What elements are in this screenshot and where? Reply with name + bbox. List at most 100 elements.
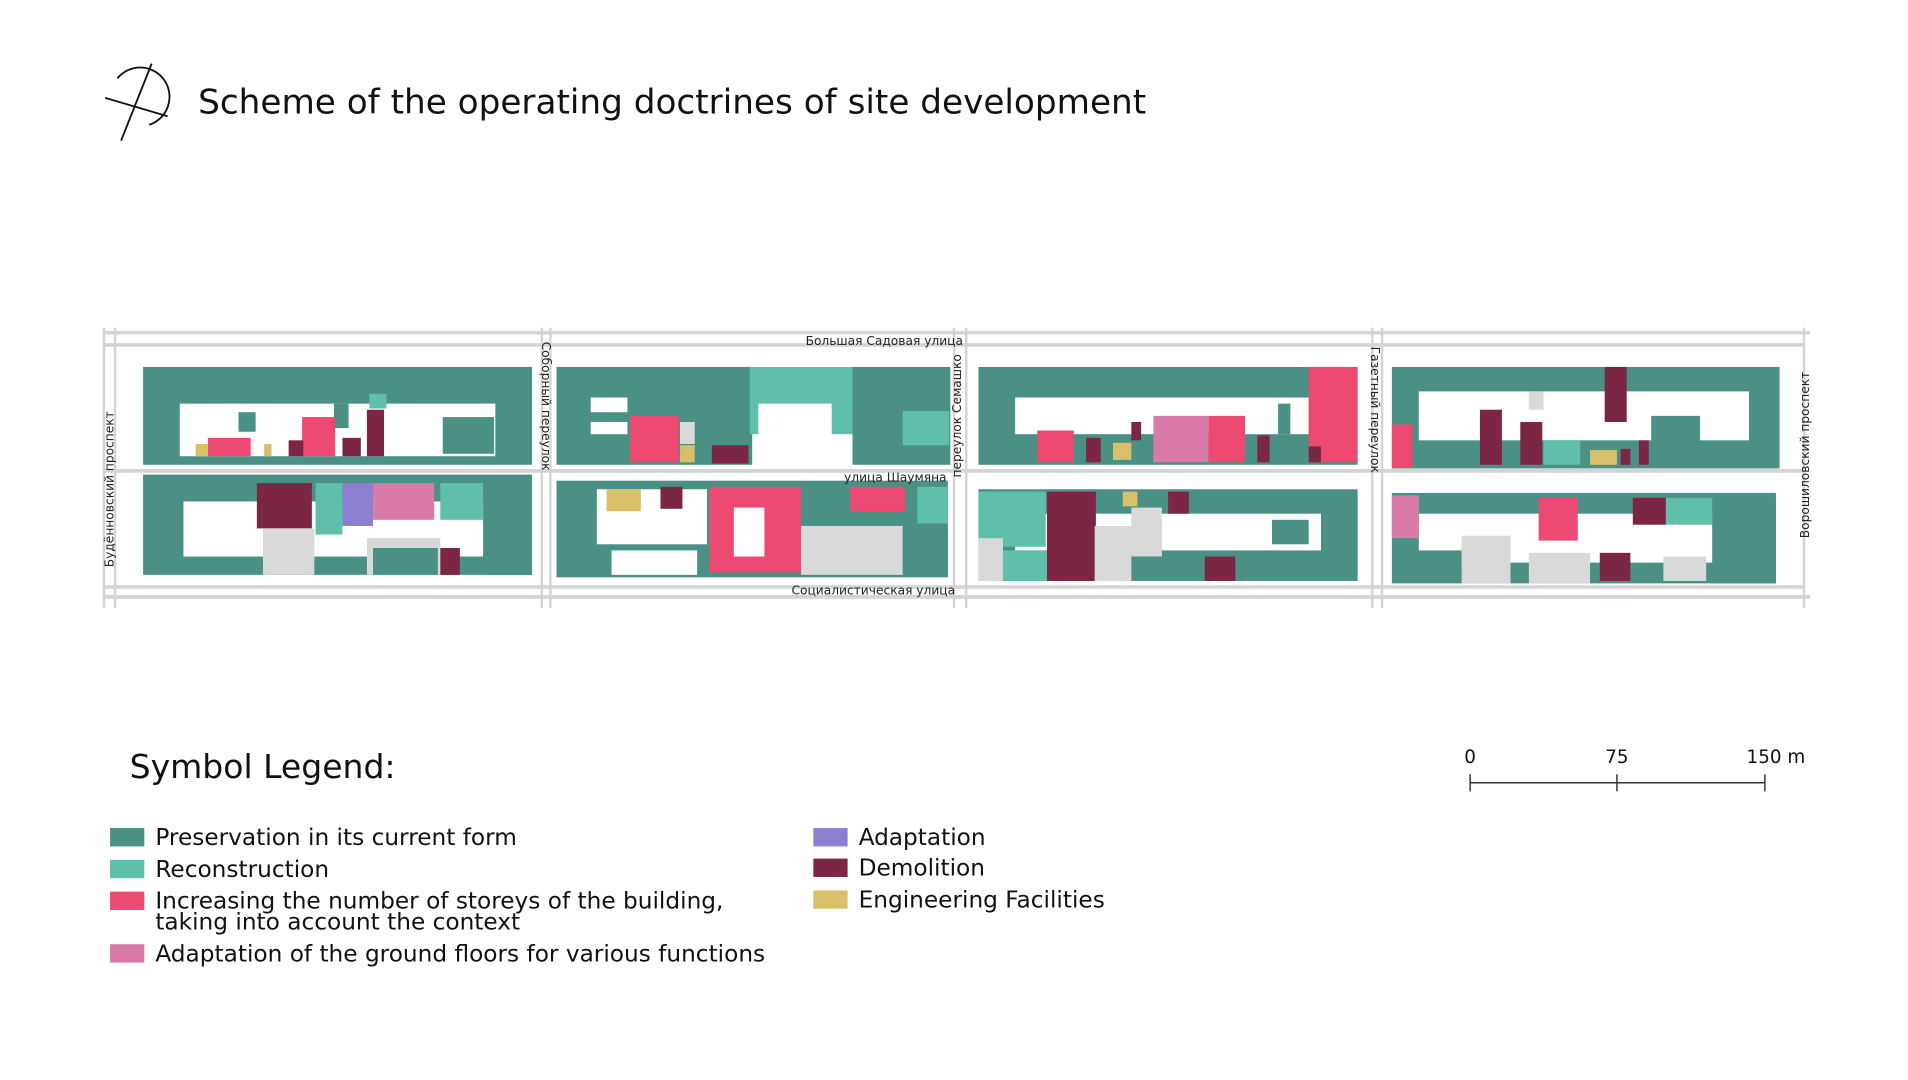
legend-label: Engineering Facilities xyxy=(859,887,1105,914)
building xyxy=(902,525,948,575)
building xyxy=(238,412,256,432)
building xyxy=(1272,519,1309,545)
building xyxy=(1257,435,1270,463)
legend-label: Preservation in its current form xyxy=(155,824,517,851)
building xyxy=(1278,403,1291,435)
building xyxy=(1651,415,1701,447)
building xyxy=(1620,448,1631,465)
building xyxy=(262,528,315,575)
building xyxy=(195,443,208,457)
street-label: переулок Семашко xyxy=(950,354,964,477)
building xyxy=(1406,550,1462,581)
building xyxy=(680,421,695,444)
legend: Preservation in its current form Reconstr… xyxy=(110,824,1105,967)
street-label: Соборный переулок xyxy=(539,342,553,471)
legend-swatch xyxy=(110,859,145,879)
building xyxy=(264,443,272,457)
scale-label: 75 xyxy=(1605,747,1628,768)
building xyxy=(733,507,765,557)
building xyxy=(333,403,349,429)
legend-label: Adaptation xyxy=(859,824,986,851)
legend-swatch xyxy=(110,891,145,910)
building xyxy=(1604,366,1627,422)
building xyxy=(606,489,641,512)
building xyxy=(1391,424,1413,468)
building xyxy=(483,483,533,575)
building xyxy=(1122,491,1138,507)
building xyxy=(442,417,495,454)
legend-swatch xyxy=(110,828,145,847)
legend-label: Adaptation of the ground floors for vari… xyxy=(155,940,765,967)
street-label: улица Шаумяна xyxy=(844,471,947,485)
building xyxy=(1543,440,1581,465)
legend-swatch xyxy=(813,858,848,877)
building xyxy=(342,437,361,457)
building xyxy=(711,445,749,464)
building xyxy=(590,397,628,413)
building xyxy=(801,525,906,575)
legend-title: Symbol Legend: xyxy=(130,747,396,786)
building xyxy=(1308,446,1321,463)
legend-label: taking into account the context xyxy=(155,909,520,936)
building xyxy=(1168,491,1189,514)
building xyxy=(1204,556,1236,581)
building xyxy=(373,547,438,575)
building xyxy=(629,415,679,463)
building xyxy=(315,483,343,535)
building xyxy=(1046,491,1096,581)
page-title: Scheme of the operating doctrines of sit… xyxy=(198,83,1146,123)
street-label: Большая Садовая улица xyxy=(806,334,963,348)
scale-bar xyxy=(1469,774,1766,792)
legend-swatch xyxy=(110,944,145,963)
legend-swatch xyxy=(813,890,848,909)
building xyxy=(1153,415,1209,463)
legend-swatch xyxy=(813,828,848,847)
building xyxy=(758,403,832,465)
building xyxy=(1528,552,1590,584)
building xyxy=(978,538,1003,581)
building xyxy=(1538,497,1578,541)
street-label: Будённовский проспект xyxy=(103,411,117,567)
building xyxy=(1461,535,1511,584)
legend-label: Increasing the number of storeys of the … xyxy=(155,888,723,915)
site-map: Большая Садовая улица улица Шаумяна Социал… xyxy=(92,324,1817,610)
building xyxy=(611,550,698,575)
compass-icon xyxy=(104,63,171,142)
building xyxy=(440,483,484,520)
building xyxy=(1712,497,1776,584)
scale-label: 150 m xyxy=(1747,747,1806,768)
building xyxy=(1663,556,1707,581)
building xyxy=(366,409,385,457)
street-label: Газетный переулок xyxy=(1368,347,1382,473)
scale-label: 0 xyxy=(1464,747,1476,768)
building xyxy=(342,483,374,526)
building xyxy=(1131,421,1142,441)
building xyxy=(288,440,304,457)
legend-label: Reconstruction xyxy=(155,856,329,883)
building xyxy=(1208,415,1246,463)
building xyxy=(1632,497,1668,525)
building xyxy=(1665,497,1713,525)
building xyxy=(1590,450,1617,465)
building xyxy=(917,486,948,524)
building xyxy=(590,421,628,435)
building xyxy=(207,437,251,457)
building xyxy=(256,483,312,529)
street-label: Ворошиловский проспект xyxy=(1798,372,1812,539)
building xyxy=(373,483,435,520)
building xyxy=(902,410,950,446)
building xyxy=(978,491,1046,547)
building xyxy=(1638,440,1649,465)
building xyxy=(1131,507,1162,557)
building xyxy=(302,417,336,457)
building xyxy=(1086,437,1101,463)
building xyxy=(1520,421,1543,465)
building xyxy=(437,547,460,575)
building xyxy=(1528,391,1544,410)
building xyxy=(680,445,695,463)
building xyxy=(1599,552,1631,581)
building xyxy=(1113,442,1132,460)
building xyxy=(1037,430,1074,463)
building xyxy=(660,486,683,509)
